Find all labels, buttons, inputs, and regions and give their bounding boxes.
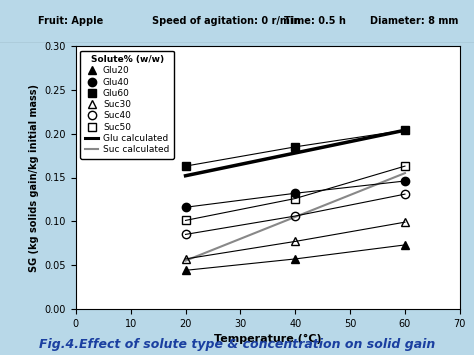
Text: Fruit: Apple: Fruit: Apple xyxy=(38,16,103,26)
Y-axis label: SG (kg solids gain/kg initial mass): SG (kg solids gain/kg initial mass) xyxy=(29,83,39,272)
Text: Diameter: 8 mm: Diameter: 8 mm xyxy=(370,16,458,26)
Text: Speed of agitation: 0 r/min: Speed of agitation: 0 r/min xyxy=(152,16,300,26)
Text: Fig.4.Effect of solute type & concentration on solid gain: Fig.4.Effect of solute type & concentrat… xyxy=(39,338,435,351)
Text: Time: 0.5 h: Time: 0.5 h xyxy=(284,16,346,26)
X-axis label: Temperature (°C): Temperature (°C) xyxy=(214,334,322,344)
Legend: Glu20, Glu40, Glu60, Suc30, Suc40, Suc50, Glu calculated, Suc calculated: Glu20, Glu40, Glu60, Suc30, Suc40, Suc50… xyxy=(81,51,174,159)
